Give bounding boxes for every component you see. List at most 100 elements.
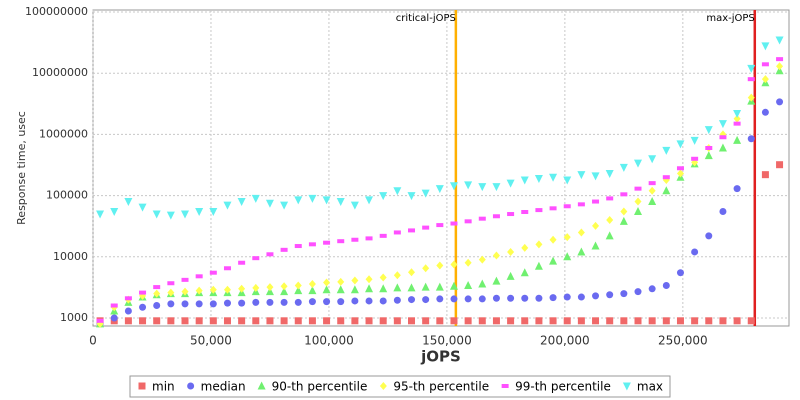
point xyxy=(719,208,727,216)
legend-marker xyxy=(138,382,146,390)
point xyxy=(563,293,571,301)
point xyxy=(110,303,118,308)
point xyxy=(379,273,387,282)
point xyxy=(323,298,331,306)
point xyxy=(365,236,373,241)
point xyxy=(393,187,402,196)
annotation-label: critical-jOPS xyxy=(396,13,456,24)
point xyxy=(96,210,105,219)
point xyxy=(620,207,628,216)
point xyxy=(464,258,472,267)
legend-marker xyxy=(501,384,509,388)
point xyxy=(153,302,161,310)
point xyxy=(251,194,260,203)
point xyxy=(336,198,345,207)
point xyxy=(634,207,643,216)
point xyxy=(450,317,458,325)
point xyxy=(153,285,161,290)
point xyxy=(478,255,486,264)
point xyxy=(719,317,727,325)
point xyxy=(747,93,755,102)
point xyxy=(592,199,600,204)
point xyxy=(238,299,246,307)
point xyxy=(634,197,642,206)
point xyxy=(322,285,331,294)
point xyxy=(620,192,628,197)
point xyxy=(266,283,274,292)
point xyxy=(308,298,316,306)
point xyxy=(266,252,274,257)
point xyxy=(238,284,246,293)
point xyxy=(691,248,699,256)
point xyxy=(308,194,317,203)
point xyxy=(747,64,756,73)
point xyxy=(280,247,288,252)
point xyxy=(676,169,684,178)
point xyxy=(337,239,345,244)
legend xyxy=(129,375,671,398)
point xyxy=(223,285,231,294)
point xyxy=(407,192,416,201)
point xyxy=(606,215,614,224)
point xyxy=(577,293,585,301)
point xyxy=(237,198,246,207)
point xyxy=(450,295,458,303)
point xyxy=(450,260,458,269)
point xyxy=(492,183,501,192)
point xyxy=(591,241,600,250)
point xyxy=(507,212,515,217)
point xyxy=(408,317,416,325)
point xyxy=(252,256,260,261)
point xyxy=(181,210,190,219)
point xyxy=(323,317,331,325)
point xyxy=(280,317,288,325)
point xyxy=(308,242,316,247)
point xyxy=(776,98,784,106)
point xyxy=(138,203,147,212)
x-tick-label: 150,000 xyxy=(422,334,472,348)
point xyxy=(365,317,373,325)
point xyxy=(238,260,246,265)
point xyxy=(223,266,231,271)
point xyxy=(535,294,543,302)
point xyxy=(592,317,600,325)
point xyxy=(520,176,529,185)
point xyxy=(379,233,387,238)
point xyxy=(507,294,515,302)
point xyxy=(209,300,217,308)
point xyxy=(351,237,359,242)
point xyxy=(606,196,614,201)
point xyxy=(577,228,585,237)
point xyxy=(436,223,444,228)
point xyxy=(110,208,119,217)
point xyxy=(379,284,388,293)
point xyxy=(379,317,387,325)
point xyxy=(704,151,713,160)
point xyxy=(761,171,769,179)
point xyxy=(619,163,628,172)
point xyxy=(577,317,585,325)
point xyxy=(492,251,500,260)
point xyxy=(464,219,472,224)
point xyxy=(521,209,529,214)
point xyxy=(761,62,769,67)
point xyxy=(761,75,769,84)
point xyxy=(577,202,585,207)
legend-marker xyxy=(187,382,195,390)
point xyxy=(336,285,345,294)
point xyxy=(323,278,331,287)
point xyxy=(209,285,217,294)
point xyxy=(492,317,500,325)
point xyxy=(422,296,430,304)
point xyxy=(549,173,558,182)
point xyxy=(549,235,557,244)
point xyxy=(478,317,486,325)
legend-marker xyxy=(379,382,387,390)
point xyxy=(379,297,387,305)
point xyxy=(464,181,473,190)
point xyxy=(365,284,374,293)
point xyxy=(393,230,401,235)
point xyxy=(591,172,600,181)
point xyxy=(124,317,132,325)
